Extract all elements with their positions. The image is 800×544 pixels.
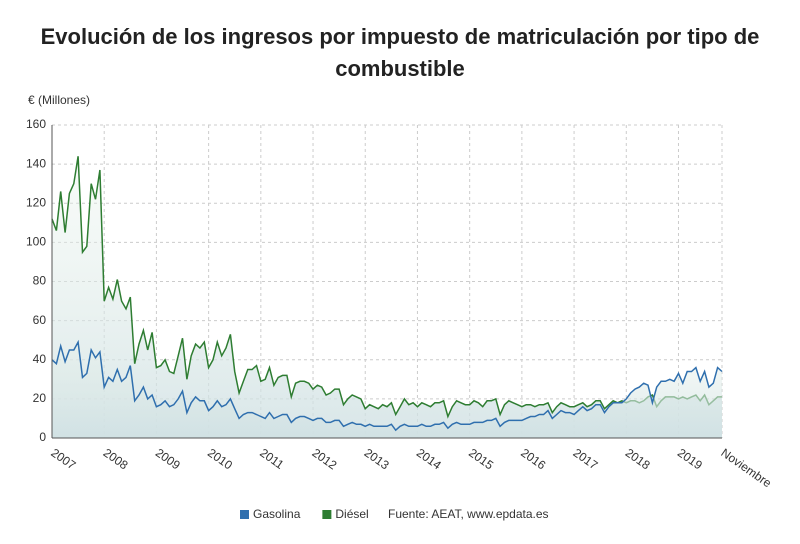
x-tick-label: Noviembre bbox=[718, 446, 774, 491]
chart-title: Evolución de los ingresos por impuesto d… bbox=[41, 24, 760, 49]
x-tick-label: 2017 bbox=[571, 446, 601, 473]
x-tick-label: 2012 bbox=[309, 446, 339, 473]
y-tick-label: 80 bbox=[33, 274, 47, 288]
y-axis-label: € (Millones) bbox=[28, 93, 90, 107]
legend-swatch bbox=[240, 510, 249, 519]
x-tick-label: 2008 bbox=[101, 446, 131, 473]
y-tick-label: 60 bbox=[33, 313, 47, 327]
x-tick-label: 2016 bbox=[518, 446, 548, 473]
area bbox=[52, 156, 722, 439]
legend: Gasolina Diésel bbox=[240, 507, 369, 521]
x-tick-label: 2015 bbox=[466, 446, 496, 473]
y-tick-label: 120 bbox=[26, 195, 46, 209]
x-tick-label: 2013 bbox=[362, 446, 392, 473]
x-tick-label: 2009 bbox=[153, 446, 183, 473]
x-tick-label: 2019 bbox=[675, 446, 705, 473]
y-tick-label: 0 bbox=[39, 430, 46, 444]
legend-swatch bbox=[322, 510, 332, 519]
y-tick-label: 20 bbox=[33, 391, 47, 405]
y-tick-label: 140 bbox=[26, 156, 46, 170]
source: Fuente: AEAT, www.epdata.es bbox=[388, 507, 549, 521]
x-tick-label: 2018 bbox=[623, 446, 653, 473]
x-tick-label: 2010 bbox=[205, 446, 235, 473]
y-tick-label: 100 bbox=[26, 235, 46, 249]
y-tick-label: 40 bbox=[33, 352, 47, 366]
legend-label: Diésel bbox=[335, 507, 368, 521]
chart-title: combustible bbox=[335, 56, 465, 81]
y-tick-label: 160 bbox=[26, 117, 46, 131]
line bbox=[51, 156, 722, 419]
legend-label: Gasolina bbox=[253, 507, 301, 521]
x-tick-label: 2014 bbox=[414, 446, 444, 473]
line bbox=[51, 339, 723, 432]
x-tick-label: 2011 bbox=[257, 446, 286, 472]
x-tick-label: 2007 bbox=[48, 446, 78, 473]
area bbox=[52, 342, 722, 438]
